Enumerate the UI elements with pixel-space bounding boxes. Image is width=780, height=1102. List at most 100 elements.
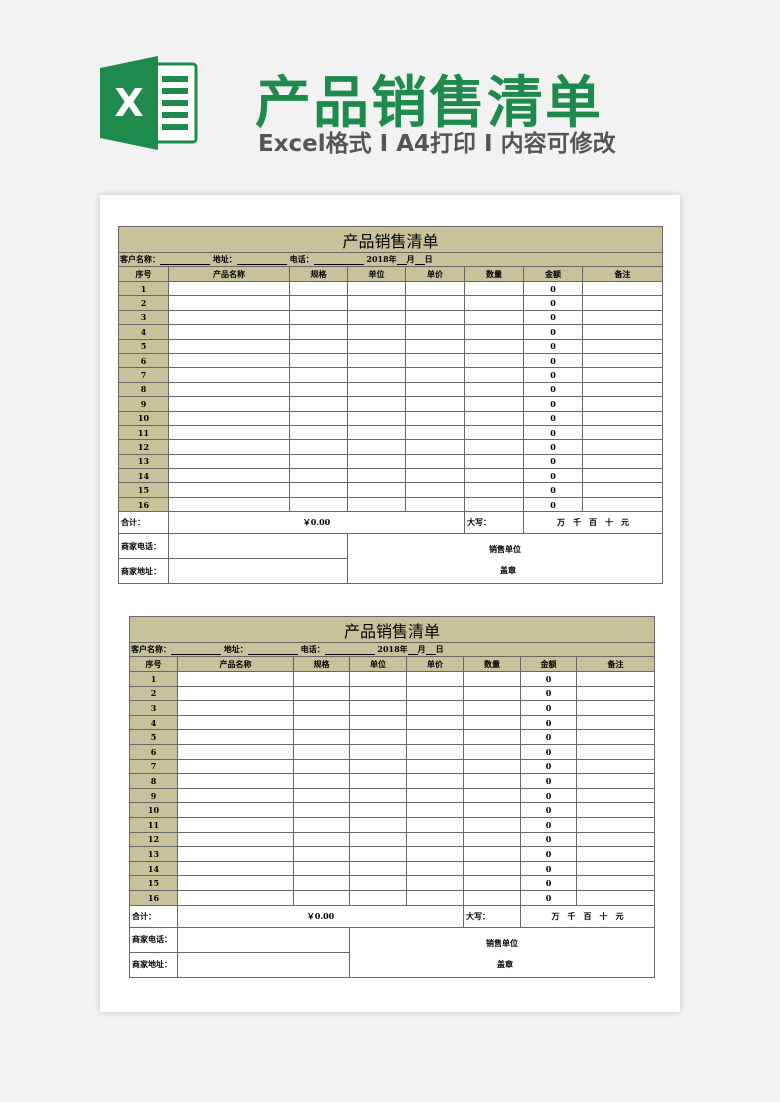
table-cell[interactable] (168, 396, 290, 412)
table-cell[interactable] (293, 860, 350, 877)
amount-cell[interactable]: 0 (523, 352, 583, 369)
table-cell[interactable] (581, 396, 664, 412)
table-cell[interactable] (168, 352, 290, 369)
table-cell[interactable] (293, 875, 350, 891)
table-cell[interactable] (575, 773, 656, 789)
table-cell[interactable] (293, 773, 350, 789)
table-cell[interactable] (347, 280, 406, 297)
table-cell[interactable] (406, 743, 464, 760)
table-cell[interactable] (464, 453, 524, 470)
table-cell[interactable] (347, 295, 406, 311)
table-cell[interactable] (168, 309, 290, 326)
table-cell[interactable] (464, 424, 524, 441)
table-cell[interactable] (168, 324, 290, 340)
table-cell[interactable] (581, 338, 664, 354)
table-cell[interactable] (581, 280, 664, 297)
table-cell[interactable] (463, 875, 521, 891)
table-cell[interactable] (349, 846, 407, 862)
table-cell[interactable] (463, 700, 521, 716)
table-cell[interactable] (289, 424, 348, 441)
amount-cell[interactable]: 0 (523, 280, 583, 297)
table-cell[interactable] (581, 352, 664, 369)
table-cell[interactable] (406, 773, 464, 789)
table-cell[interactable] (293, 685, 350, 702)
table-cell[interactable] (406, 758, 464, 775)
table-cell[interactable] (405, 280, 465, 297)
table-cell[interactable] (575, 700, 656, 716)
amount-cell[interactable]: 0 (520, 816, 577, 833)
table-cell[interactable] (405, 482, 465, 498)
table-cell[interactable] (406, 700, 464, 716)
table-cell[interactable] (581, 468, 664, 484)
table-cell[interactable] (289, 439, 348, 455)
table-cell[interactable] (406, 889, 464, 906)
table-cell[interactable] (405, 352, 465, 369)
table-cell[interactable] (289, 381, 348, 398)
amount-cell[interactable]: 0 (520, 846, 577, 862)
table-cell[interactable] (406, 787, 464, 804)
table-cell[interactable] (349, 700, 407, 716)
amount-cell[interactable]: 0 (523, 496, 583, 513)
amount-cell[interactable]: 0 (523, 295, 583, 311)
table-cell[interactable] (575, 743, 656, 760)
table-cell[interactable] (575, 671, 656, 687)
table-cell[interactable] (289, 367, 348, 383)
table-cell[interactable] (463, 714, 521, 731)
table-cell[interactable] (177, 743, 294, 760)
table-cell[interactable] (405, 309, 465, 326)
table-cell[interactable] (289, 496, 348, 513)
amount-cell[interactable]: 0 (520, 773, 577, 789)
table-cell[interactable] (463, 846, 521, 862)
table-cell[interactable] (405, 295, 465, 311)
table-cell[interactable] (168, 496, 290, 513)
amount-cell[interactable]: 0 (523, 424, 583, 441)
table-cell[interactable] (575, 787, 656, 804)
table-cell[interactable] (575, 831, 656, 848)
table-cell[interactable] (293, 743, 350, 760)
table-cell[interactable] (347, 352, 406, 369)
amount-cell[interactable]: 0 (520, 787, 577, 804)
amount-cell[interactable]: 0 (520, 714, 577, 731)
table-cell[interactable] (347, 424, 406, 441)
customer-name-field[interactable] (171, 646, 221, 655)
amount-cell[interactable]: 0 (520, 889, 577, 906)
table-cell[interactable] (349, 773, 407, 789)
table-cell[interactable] (581, 324, 664, 340)
table-cell[interactable] (168, 410, 290, 426)
table-cell[interactable] (177, 758, 294, 775)
table-cell[interactable] (293, 714, 350, 731)
table-cell[interactable] (406, 671, 464, 687)
table-cell[interactable] (349, 685, 407, 702)
merchant-address-field[interactable] (177, 951, 350, 978)
amount-cell[interactable]: 0 (523, 468, 583, 484)
table-cell[interactable] (463, 671, 521, 687)
table-cell[interactable] (463, 787, 521, 804)
table-cell[interactable] (405, 496, 465, 513)
table-cell[interactable] (464, 482, 524, 498)
table-cell[interactable] (293, 729, 350, 745)
table-cell[interactable] (289, 410, 348, 426)
table-cell[interactable] (293, 671, 350, 687)
table-cell[interactable] (177, 831, 294, 848)
table-cell[interactable] (347, 410, 406, 426)
table-cell[interactable] (581, 439, 664, 455)
table-cell[interactable] (349, 714, 407, 731)
amount-cell[interactable]: 0 (523, 439, 583, 455)
table-cell[interactable] (349, 860, 407, 877)
table-cell[interactable] (581, 482, 664, 498)
table-cell[interactable] (405, 453, 465, 470)
table-cell[interactable] (349, 758, 407, 775)
table-cell[interactable] (349, 875, 407, 891)
table-cell[interactable] (349, 816, 407, 833)
table-cell[interactable] (177, 671, 294, 687)
table-cell[interactable] (168, 453, 290, 470)
table-cell[interactable] (464, 352, 524, 369)
table-cell[interactable] (463, 685, 521, 702)
table-cell[interactable] (463, 860, 521, 877)
table-cell[interactable] (406, 831, 464, 848)
table-cell[interactable] (289, 482, 348, 498)
phone-field[interactable] (313, 256, 364, 265)
table-cell[interactable] (405, 396, 465, 412)
table-cell[interactable] (463, 743, 521, 760)
table-cell[interactable] (405, 324, 465, 340)
